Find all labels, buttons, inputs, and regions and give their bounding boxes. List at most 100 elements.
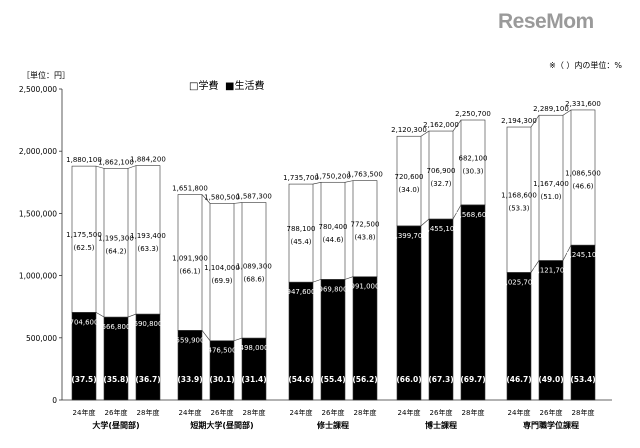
tuition-bar (352, 180, 378, 278)
connector-line-total (312, 181, 322, 185)
connector-line-total (95, 165, 105, 169)
tuition-bar (570, 109, 596, 246)
total-label: 1,880,100 (66, 156, 102, 164)
living-cost-bar (538, 260, 564, 401)
tuition-value-label: 1,089,300 (236, 262, 272, 270)
living-value-label: 704,600 (70, 318, 99, 326)
total-label: 1,587,300 (236, 193, 272, 201)
x-tick-label: 26年度 (211, 408, 234, 417)
total-label: 1,750,200 (315, 172, 351, 180)
tuition-pct-label: (45.4) (290, 238, 311, 246)
living-cost-bar (570, 244, 596, 401)
connector-line-total (420, 130, 430, 137)
tuition-pct-label: (51.0) (540, 193, 561, 201)
tuition-value-label: 720,600 (395, 173, 424, 181)
x-tick-label: 28年度 (137, 408, 160, 417)
tuition-pct-label: (34.0) (398, 186, 419, 194)
living-pct-label: (30.1) (209, 375, 234, 384)
tuition-bar (103, 168, 129, 318)
living-value-label: 947,600 (287, 288, 316, 296)
tuition-pct-label: (44.6) (322, 236, 343, 244)
living-value-label: 1,245,100 (565, 251, 601, 259)
tuition-pct-label: (63.3) (137, 245, 158, 253)
living-pct-label: (56.2) (352, 375, 377, 384)
living-value-label: 1,121,700 (533, 266, 569, 274)
total-label: 1,862,100 (98, 158, 134, 166)
tuition-value-label: 682,100 (459, 154, 488, 162)
x-tick-label: 28年度 (354, 408, 377, 417)
tuition-value-label: 706,900 (427, 167, 456, 175)
total-label: 2,120,300 (391, 126, 427, 134)
tuition-bar (538, 114, 564, 261)
tuition-pct-label: (64.2) (105, 248, 126, 256)
group-label: 修士課程 (316, 420, 349, 430)
tuition-pct-label: (43.8) (354, 234, 375, 242)
total-label: 2,289,100 (533, 105, 569, 113)
x-tick-label: 28年度 (572, 408, 595, 417)
resemom-logo: ReseMom (498, 10, 594, 33)
living-value-label: 1,399,700 (391, 232, 427, 240)
living-value-label: 666,800 (102, 323, 131, 331)
connector-line-living (201, 330, 211, 341)
tuition-pct-label: (53.3) (508, 205, 529, 213)
living-pct-label: (55.4) (320, 375, 345, 384)
connector-line-living (312, 279, 322, 283)
group-label: 大学(昼間部) (92, 420, 139, 430)
connector-line-total (233, 202, 243, 204)
living-value-label: 969,800 (319, 285, 348, 293)
y-tick-label: 500,000 (26, 334, 57, 343)
tuition-pct-label: (66.1) (179, 267, 200, 275)
living-cost-bar (396, 225, 422, 401)
living-pct-label: (53.4) (570, 375, 595, 384)
living-pct-label: (46.7) (506, 375, 531, 384)
living-pct-label: (36.7) (135, 375, 160, 384)
living-value-label: 498,000 (240, 344, 269, 352)
bars-layer (71, 109, 596, 401)
x-tick-label: 26年度 (540, 408, 563, 417)
y-tick-label: 1,500,000 (19, 209, 57, 218)
living-cost-bar (352, 276, 378, 401)
tuition-value-label: 1,168,600 (501, 192, 537, 200)
connector-line-total (562, 109, 572, 116)
tuition-bar (460, 119, 486, 206)
connector-line-living (420, 218, 430, 227)
connector-line-living (530, 260, 540, 273)
tuition-value-label: 1,167,400 (533, 180, 569, 188)
living-cost-bar (209, 340, 235, 401)
connector-line-total (127, 165, 137, 169)
tuition-pct-label: (69.9) (211, 277, 232, 285)
x-tick-label: 26年度 (105, 408, 128, 417)
x-tick-label: 26年度 (322, 408, 345, 417)
x-tick-label: 24年度 (179, 408, 202, 417)
living-pct-label: (67.3) (428, 375, 453, 384)
x-tick-label: 26年度 (430, 408, 453, 417)
living-cost-bar (320, 279, 346, 401)
unit-note: ※（ ）内の単位：% (549, 60, 622, 70)
living-cost-bar (103, 316, 129, 401)
tuition-value-label: 780,400 (319, 223, 348, 231)
tuition-bar (396, 135, 422, 227)
living-cost-bar (135, 313, 161, 401)
y-tick-label: 1,000,000 (19, 272, 57, 281)
x-tick-label: 28年度 (462, 408, 485, 417)
x-tick-label: 24年度 (290, 408, 313, 417)
living-cost-bar (460, 204, 486, 401)
living-pct-label: (49.0) (538, 375, 563, 384)
labels-layer: 24年度 1,880,100 1,175,500 (62.5) 704,600 (37.5… (66, 100, 601, 430)
tuition-value-label: 1,193,400 (130, 232, 166, 240)
total-label: 1,580,500 (204, 193, 240, 201)
tuition-value-label: 772,500 (351, 221, 380, 229)
x-tick-label: 24年度 (508, 408, 531, 417)
living-cost-bar (177, 330, 203, 401)
group-label: 博士課程 (425, 420, 457, 430)
tuition-value-label: 1,195,300 (98, 235, 134, 243)
connector-line-living (344, 276, 354, 280)
connector-line-total (201, 194, 211, 204)
living-value-label: 991,000 (351, 283, 380, 291)
living-pct-label: (54.6) (288, 375, 313, 384)
living-pct-label: (33.9) (177, 375, 202, 384)
y-tick-label: 0 (52, 396, 57, 405)
living-cost-bar (288, 281, 314, 401)
total-label: 2,194,300 (501, 117, 537, 125)
